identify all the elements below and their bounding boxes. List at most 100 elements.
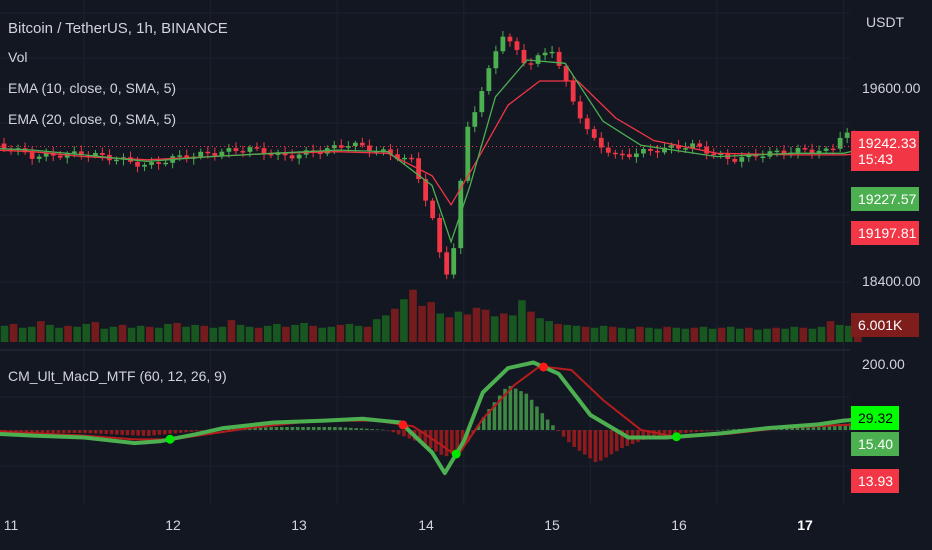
histogram-bar — [343, 427, 348, 430]
histogram-bar — [99, 430, 103, 434]
volume-bar — [9, 323, 18, 342]
candle-body — [542, 52, 548, 56]
histogram-bar — [30, 430, 34, 433]
candle-body — [78, 151, 84, 156]
volume-bar — [445, 317, 454, 342]
volume-bar — [817, 326, 826, 342]
legend-vol[interactable]: Vol — [8, 49, 28, 65]
candle-body — [683, 148, 688, 150]
histogram-bar — [588, 430, 592, 459]
histogram-bar — [184, 430, 188, 433]
volume-bar — [55, 327, 63, 342]
volume-bar — [345, 323, 354, 342]
histogram-bar — [476, 425, 481, 430]
volume-bar — [145, 326, 154, 342]
candle-body — [556, 51, 562, 66]
x-axis-label: 17 — [797, 517, 813, 533]
volume-bar — [236, 324, 245, 342]
candle-body — [584, 118, 590, 130]
candle-body — [774, 150, 780, 153]
histogram-bar — [157, 430, 162, 435]
x-axis-label: 13 — [291, 517, 307, 533]
volume-bar — [227, 320, 236, 342]
volume-bar — [200, 325, 209, 342]
volume-bar — [699, 326, 708, 342]
histogram-bar — [572, 430, 576, 447]
candle-body — [437, 218, 443, 253]
volume-bar — [82, 323, 91, 342]
candle-body — [711, 153, 717, 156]
volume-bar — [490, 316, 499, 342]
bar-countdown: 15:43 — [858, 151, 894, 167]
candle-body — [479, 91, 485, 113]
volume-bar — [608, 326, 617, 342]
last-price-value: 19242.33 — [858, 135, 917, 151]
histogram-bar — [226, 429, 231, 430]
volume-bars — [0, 289, 862, 342]
histogram-bar — [508, 386, 513, 430]
candle-body — [57, 155, 63, 158]
legend-ema-10[interactable]: EMA (10, close, 0, SMA, 5) — [8, 80, 177, 96]
candle-body — [507, 36, 513, 42]
histogram-bar — [120, 430, 125, 435]
histogram-bar — [827, 424, 832, 430]
volume-bar — [309, 325, 317, 342]
histogram-bar — [152, 430, 156, 436]
candle-body — [641, 148, 646, 154]
histogram-bar — [338, 427, 343, 430]
candle-body — [633, 153, 639, 158]
volume-tag: 6.001K — [851, 313, 919, 337]
volume-bar — [808, 328, 817, 342]
volume-bar — [645, 327, 653, 342]
histogram-bar — [689, 430, 693, 433]
legend-ema-20[interactable]: EMA (20, close, 0, SMA, 5) — [8, 111, 177, 127]
candle-body — [718, 153, 724, 156]
volume-bar — [563, 324, 572, 342]
histogram-bar — [614, 430, 619, 452]
histogram-bar — [423, 430, 428, 445]
histogram-bar — [162, 430, 167, 435]
volume-bar — [182, 326, 190, 342]
histogram-bar — [439, 430, 444, 455]
candle-body — [409, 157, 414, 160]
cross-dot — [165, 434, 175, 444]
histogram-bar — [556, 430, 561, 431]
histogram-bar — [168, 430, 172, 434]
histogram-bar — [540, 413, 545, 430]
candle-body — [823, 148, 829, 151]
candle-body — [233, 148, 239, 152]
symbol-title[interactable]: Bitcoin / TetherUS, 1h, BINANCE — [8, 20, 228, 37]
candle-body — [254, 147, 260, 149]
histogram-bar — [88, 430, 93, 434]
histogram-bar — [721, 429, 725, 431]
candle-body — [626, 154, 632, 158]
volume-bar — [509, 315, 517, 342]
histogram-bar — [391, 430, 396, 433]
histogram-bar — [45, 430, 50, 433]
candle-body — [402, 157, 407, 160]
volume-bar — [772, 327, 780, 342]
histogram-bar — [806, 425, 810, 430]
volume-bar — [127, 327, 136, 342]
volume-bar — [826, 321, 835, 342]
x-axis-label: 11 — [3, 517, 19, 533]
histogram-bar — [710, 430, 715, 431]
volume-bar — [708, 328, 717, 342]
volume-bar — [209, 327, 218, 342]
candle-body — [261, 148, 267, 154]
candle-body — [247, 147, 253, 152]
x-axis-label: 15 — [544, 517, 560, 533]
histogram-bar — [694, 430, 699, 432]
volume-bar — [354, 325, 363, 342]
indicator-title[interactable]: CM_Ult_MacD_MTF (60, 12, 26, 9) — [8, 368, 227, 384]
volume-bar — [554, 323, 563, 342]
volume-bar — [263, 325, 272, 342]
candle-body — [366, 145, 372, 152]
histogram-bar — [816, 425, 821, 430]
ema-fast-tag: 19227.57 — [851, 187, 919, 211]
last-price-tag: 19242.33 15:43 — [851, 131, 919, 171]
volume-bar — [318, 327, 327, 342]
candle-body — [135, 161, 140, 167]
histogram-bar — [455, 430, 459, 452]
